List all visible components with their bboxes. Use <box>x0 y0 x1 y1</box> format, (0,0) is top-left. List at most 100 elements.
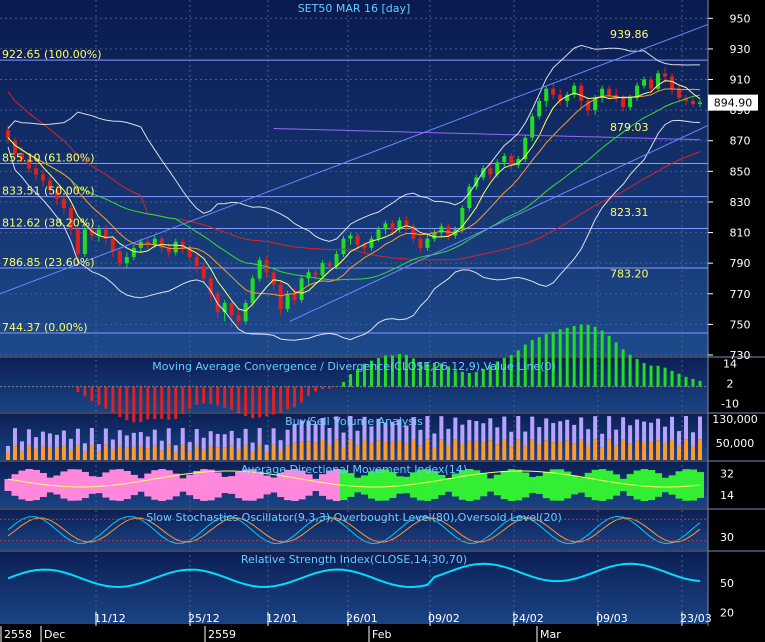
price-axis-label: 910 <box>730 74 751 87</box>
candle-body <box>628 97 633 108</box>
adx-band <box>235 471 243 499</box>
volume-bar-buy <box>376 418 381 441</box>
adx-band <box>570 475 579 495</box>
adx-band <box>88 476 96 494</box>
candle-body <box>12 140 17 153</box>
candle-body <box>243 302 248 322</box>
volume-bar-sell <box>439 439 444 460</box>
macd-panel-background <box>0 358 708 412</box>
volume-bar-sell <box>495 444 500 460</box>
volume-bar-sell <box>362 439 367 460</box>
volume-bar-buy <box>54 434 59 448</box>
candle-body <box>607 88 612 95</box>
adx-band <box>409 472 418 498</box>
adx-band <box>430 471 439 499</box>
candle-body <box>236 315 241 322</box>
candle-body <box>82 229 87 254</box>
rsi-axis-label: 50 <box>720 577 734 590</box>
candle-body <box>411 226 416 239</box>
candle-body <box>691 100 696 105</box>
candle-body <box>481 168 486 178</box>
adx-band <box>207 469 215 501</box>
volume-bar-buy <box>40 431 45 447</box>
volume-bar-sell <box>621 439 626 460</box>
candle-body <box>222 302 227 313</box>
volume-bar-sell <box>607 439 612 460</box>
volume-bar-sell <box>635 440 640 460</box>
adx-band <box>95 476 103 494</box>
candle-body <box>47 180 52 190</box>
candle-body <box>89 229 94 236</box>
candle-body <box>355 235 360 245</box>
volume-bar-buy <box>152 429 157 446</box>
adx-band <box>214 472 222 498</box>
adx-band <box>25 469 33 501</box>
volume-bar-sell <box>460 443 465 460</box>
last-price-box <box>708 94 758 111</box>
adx-band <box>298 470 306 500</box>
adx-band <box>319 474 327 496</box>
adx-line <box>7 470 701 488</box>
candle-body <box>187 247 192 258</box>
volume-bar-buy <box>103 428 108 445</box>
volume-bar-buy <box>558 421 563 442</box>
volume-bar-sell <box>383 442 388 460</box>
volume-bar-sell <box>453 439 458 460</box>
adx-band <box>130 474 138 496</box>
stoch-title: Slow Stochastics Oscillator(9,3,3),Overb… <box>146 511 562 524</box>
fib-level-label: 922.65 (100.00%) <box>2 48 102 61</box>
volume-bar-buy <box>159 440 164 451</box>
volume-bar-sell <box>54 447 59 460</box>
volume-bar-buy <box>75 428 80 445</box>
candle-body <box>103 229 108 239</box>
candle-body <box>33 168 38 175</box>
adx-band <box>458 470 467 500</box>
date-axis-label: 09/03 <box>596 612 628 625</box>
volume-bar-sell <box>75 444 80 460</box>
volume-bar-sell <box>670 439 675 460</box>
candle-body <box>439 226 444 233</box>
candle-body <box>635 85 640 98</box>
volume-bar-sell <box>180 444 185 460</box>
volume-bar-buy <box>495 427 500 445</box>
volume-bar-buy <box>348 416 353 440</box>
candle-body <box>306 272 311 279</box>
candle-body <box>208 278 213 294</box>
adx-band <box>353 477 362 493</box>
candle-body <box>180 241 185 248</box>
candle-body <box>124 257 129 264</box>
price-axis-label: 890 <box>730 104 751 117</box>
adx-band <box>74 469 82 501</box>
volume-bar-buy <box>453 417 458 440</box>
candle-body <box>698 102 702 105</box>
date-axis-label: 23/03 <box>680 612 712 625</box>
volume-bar-sell <box>628 443 633 460</box>
adx-band <box>312 478 320 492</box>
adx-band <box>437 474 446 496</box>
bollinger-lower-line <box>7 119 701 341</box>
volume-bar-buy <box>180 428 185 445</box>
candle-body <box>26 159 31 169</box>
candle-body <box>383 223 388 230</box>
adx-band <box>374 469 383 501</box>
candle-body <box>467 186 472 209</box>
volume-bar-sell <box>376 440 381 460</box>
candle-body <box>579 85 584 101</box>
volume-bar-buy <box>411 417 416 440</box>
price-axis-label: 770 <box>730 288 751 301</box>
adx-band <box>689 469 698 501</box>
adx-band <box>661 477 670 493</box>
fib-level-label: 744.37 (0.00%) <box>2 321 88 334</box>
volume-bar-buy <box>523 431 528 447</box>
adx-band <box>451 473 460 497</box>
candle-body <box>320 263 325 276</box>
adx-axis-label: 14 <box>720 489 734 502</box>
macd-axis-label: 14 <box>723 357 737 370</box>
candle-body <box>460 208 465 230</box>
stoch-axis-label: 30 <box>720 531 734 544</box>
volume-bar-sell <box>418 445 423 460</box>
volume-bar-sell <box>236 449 241 460</box>
price-axis-label: 790 <box>730 257 751 270</box>
volume-bar-buy <box>138 432 143 447</box>
